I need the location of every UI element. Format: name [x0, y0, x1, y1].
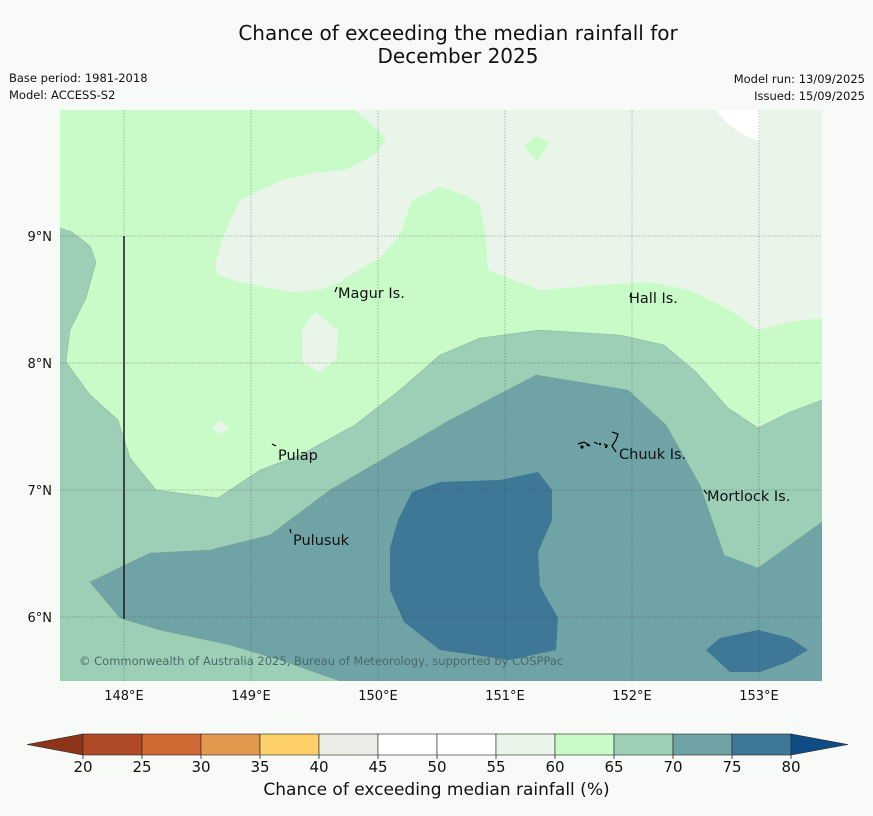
title-line-2: December 2025: [377, 44, 539, 68]
colorbar-segment: [377, 733, 438, 756]
pulusuk-island-mark: [289, 528, 292, 534]
issued-text: Issued: 15/09/2025: [754, 89, 865, 103]
colorbar-segment: [259, 733, 320, 756]
band-60-65-island-b: [524, 136, 550, 162]
colorbar-segment: [82, 733, 143, 756]
chuuk-islets: [580, 442, 608, 449]
meta-left: Base period: 1981-2018 Model: ACCESS-S2: [9, 70, 148, 104]
chuuk-lagoon-mark: [577, 431, 619, 453]
label-hall: Hall Is.: [629, 291, 678, 307]
colorbar-segment: [731, 733, 792, 756]
label-magur: Magur Is.: [338, 286, 405, 302]
pulap-island-mark: [271, 443, 277, 447]
label-mortlock: Mortlock Is.: [707, 489, 790, 505]
colorbar-segment: [672, 733, 733, 756]
colorbar-segment: [200, 733, 261, 756]
map-area: [60, 110, 822, 681]
band-80-plus-se: [706, 630, 808, 672]
label-pulap: Pulap: [278, 448, 318, 464]
colorbar-tick-label: 65: [604, 758, 623, 776]
colorbar-tick-label: 30: [191, 758, 210, 776]
colorbar-label: Chance of exceeding median rainfall (%): [263, 780, 610, 800]
colorbar-tick-label: 75: [722, 758, 741, 776]
copyright-text: © Commonwealth of Australia 2025, Bureau…: [79, 654, 563, 668]
colorbar-segment: [554, 733, 615, 756]
mortlock-island-mark: [703, 489, 708, 495]
island-outlines: [271, 286, 708, 534]
base-period-text: Base period: 1981-2018: [9, 71, 148, 85]
band-60-65: [215, 110, 822, 330]
colorbar-low-extension: [26, 733, 84, 756]
title-line-1: Chance of exceeding the median rainfall …: [238, 21, 678, 45]
colorbar-high-extension: [790, 733, 849, 756]
lon-tick: 151°E: [485, 689, 525, 704]
magur-island-mark: [334, 286, 338, 293]
lon-tick: 149°E: [231, 689, 271, 704]
colorbar-tick-label: 55: [486, 758, 505, 776]
colorbar-segment: [318, 733, 379, 756]
lon-tick: 153°E: [739, 689, 779, 704]
band-55-60: [716, 110, 760, 142]
model-text: Model: ACCESS-S2: [9, 88, 116, 102]
hall-island-mark: [629, 292, 632, 298]
lat-tick: 9°N: [28, 230, 53, 245]
lon-tick: 150°E: [358, 689, 398, 704]
colorbar-segment: [141, 733, 202, 756]
lat-tick: 8°N: [28, 357, 53, 372]
band-80-plus-main: [390, 472, 558, 660]
meta-right: Model run: 13/09/2025 Issued: 15/09/2025: [734, 71, 865, 105]
colorbar-tick-label: 70: [663, 758, 682, 776]
lat-tick: 6°N: [28, 611, 53, 626]
colorbar: 20 25 30 35 40 45 50 55 60 65 70 75 80: [26, 733, 849, 776]
band-60-65-island-c: [212, 421, 230, 434]
model-run-text: Model run: 13/09/2025: [733, 72, 865, 86]
colorbar-tick-label: 40: [309, 758, 328, 776]
map-title: Chance of exceeding the median rainfall …: [0, 22, 873, 68]
lon-tick: 148°E: [104, 689, 144, 704]
colorbar-segment: [495, 733, 556, 756]
colorbar-tick-label: 25: [132, 758, 151, 776]
colorbar-tick-label: 45: [368, 758, 387, 776]
band-60-65-island-a: [302, 312, 338, 372]
colorbar-segment: [613, 733, 674, 756]
label-pulusuk: Pulusuk: [293, 533, 350, 549]
label-chuuk: Chuuk Is.: [619, 447, 686, 463]
colorbar-tick-label: 35: [250, 758, 269, 776]
colorbar-tick-label: 80: [781, 758, 800, 776]
lat-tick: 7°N: [28, 484, 53, 499]
colorbar-tick-label: 20: [73, 758, 92, 776]
colorbar-segment: [436, 733, 497, 756]
colorbar-tick-label: 60: [545, 758, 564, 776]
colorbar-tick-label: 50: [427, 758, 446, 776]
lon-tick: 152°E: [612, 689, 652, 704]
